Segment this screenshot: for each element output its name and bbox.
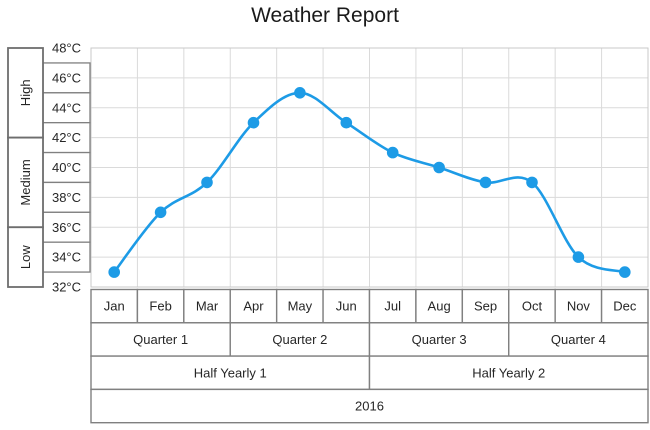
month-label-feb: Feb bbox=[149, 299, 171, 314]
data-point-jul[interactable] bbox=[386, 146, 399, 159]
half-yearly-label-half-yearly-2: Half Yearly 2 bbox=[472, 365, 545, 380]
data-point-apr[interactable] bbox=[247, 116, 260, 129]
month-cell-mar bbox=[183, 288, 231, 324]
y-tick-label: 40°C bbox=[52, 160, 81, 175]
data-point-mar[interactable] bbox=[201, 176, 213, 189]
y-tick-label: 38°C bbox=[52, 190, 81, 205]
month-label-aug: Aug bbox=[428, 299, 451, 314]
y-group-label-medium: Medium bbox=[18, 159, 33, 205]
temperature-line[interactable] bbox=[112, 91, 627, 274]
data-point-dec[interactable] bbox=[619, 266, 631, 278]
month-cell-apr bbox=[229, 288, 278, 324]
y-tick-cell bbox=[42, 211, 91, 243]
gridlines bbox=[90, 47, 649, 288]
quarters-label-quarter-4: Quarter 4 bbox=[551, 332, 606, 347]
quarters-label-quarter-1: Quarter 1 bbox=[133, 332, 188, 347]
temperature-series bbox=[108, 87, 631, 278]
month-label-apr: Apr bbox=[243, 299, 264, 314]
quarters-label-quarter-3: Quarter 3 bbox=[412, 332, 467, 347]
data-point-nov[interactable] bbox=[572, 251, 585, 263]
quarters-cell-quarter-2 bbox=[229, 322, 371, 357]
month-label-nov: Nov bbox=[567, 299, 591, 314]
y-tick-cell bbox=[42, 241, 91, 273]
plot-border bbox=[90, 47, 649, 288]
month-label-jul: Jul bbox=[384, 299, 401, 314]
y-tick-label: 44°C bbox=[52, 100, 81, 115]
month-label-dec: Dec bbox=[613, 299, 637, 314]
data-point-jun[interactable] bbox=[340, 116, 353, 129]
y-axis: 48°C 46°C 44°C 42°C 40°C 38°C 36°C 34°C 32°C High… bbox=[7, 41, 91, 295]
year-label-2016: 2016 bbox=[355, 399, 384, 414]
y-tick-cell bbox=[42, 62, 91, 94]
y-tick-label: 46°C bbox=[52, 70, 81, 85]
month-label-mar: Mar bbox=[196, 299, 219, 314]
y-group-label-high: High bbox=[18, 79, 33, 106]
chart-title: Weather Report bbox=[251, 4, 399, 27]
month-cell-jul bbox=[368, 288, 417, 324]
month-label-sep: Sep bbox=[474, 299, 497, 314]
quarters-label-quarter-2: Quarter 2 bbox=[272, 332, 327, 347]
y-group-label-low: Low bbox=[18, 245, 33, 269]
data-point-jan[interactable] bbox=[108, 266, 120, 278]
y-group-cell-low bbox=[7, 226, 44, 288]
month-label-jun: Jun bbox=[336, 299, 357, 314]
data-point-aug[interactable] bbox=[433, 161, 445, 174]
month-cell-dec bbox=[600, 288, 649, 324]
y-tick-label: 48°C bbox=[52, 41, 81, 56]
y-tick-label: 32°C bbox=[52, 280, 81, 295]
y-tick-label: 34°C bbox=[52, 250, 81, 265]
quarters-cell-quarter-1 bbox=[90, 322, 231, 357]
half-yearly-label-half-yearly-1: Half Yearly 1 bbox=[194, 365, 267, 380]
x-axis-table: Jan Feb Mar Apr May Jun Jul Aug Sep Oct Nov Dec Quar… bbox=[90, 288, 649, 424]
month-label-jan: Jan bbox=[104, 299, 125, 314]
year-cell-2016 bbox=[90, 388, 649, 424]
data-point-sep[interactable] bbox=[479, 176, 492, 189]
month-label-oct: Oct bbox=[522, 299, 543, 314]
data-point-oct[interactable] bbox=[526, 176, 538, 189]
data-point-may[interactable] bbox=[294, 87, 306, 99]
y-tick-label: 36°C bbox=[52, 220, 81, 235]
y-tick-label: 42°C bbox=[52, 130, 81, 145]
data-point-feb[interactable] bbox=[154, 206, 167, 219]
month-label-may: May bbox=[288, 299, 313, 314]
